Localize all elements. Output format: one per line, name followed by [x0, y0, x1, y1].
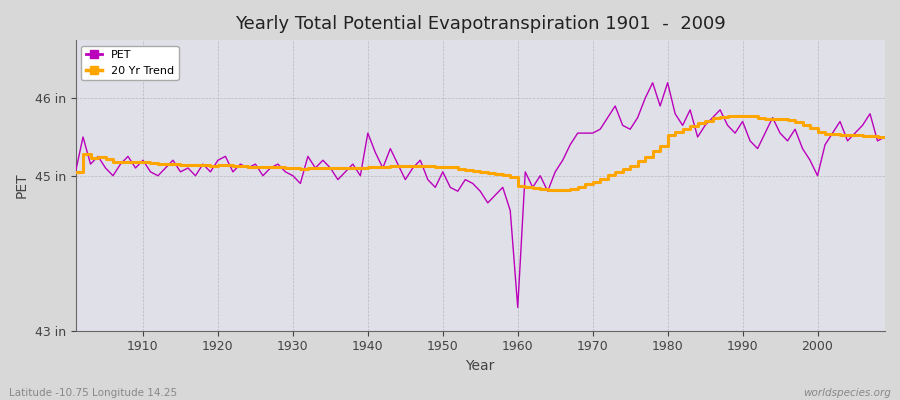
X-axis label: Year: Year: [465, 359, 495, 373]
Text: Latitude -10.75 Longitude 14.25: Latitude -10.75 Longitude 14.25: [9, 388, 177, 398]
Legend: PET, 20 Yr Trend: PET, 20 Yr Trend: [81, 46, 179, 80]
Text: worldspecies.org: worldspecies.org: [803, 388, 891, 398]
Y-axis label: PET: PET: [15, 173, 29, 198]
Title: Yearly Total Potential Evapotranspiration 1901  -  2009: Yearly Total Potential Evapotranspiratio…: [235, 15, 725, 33]
